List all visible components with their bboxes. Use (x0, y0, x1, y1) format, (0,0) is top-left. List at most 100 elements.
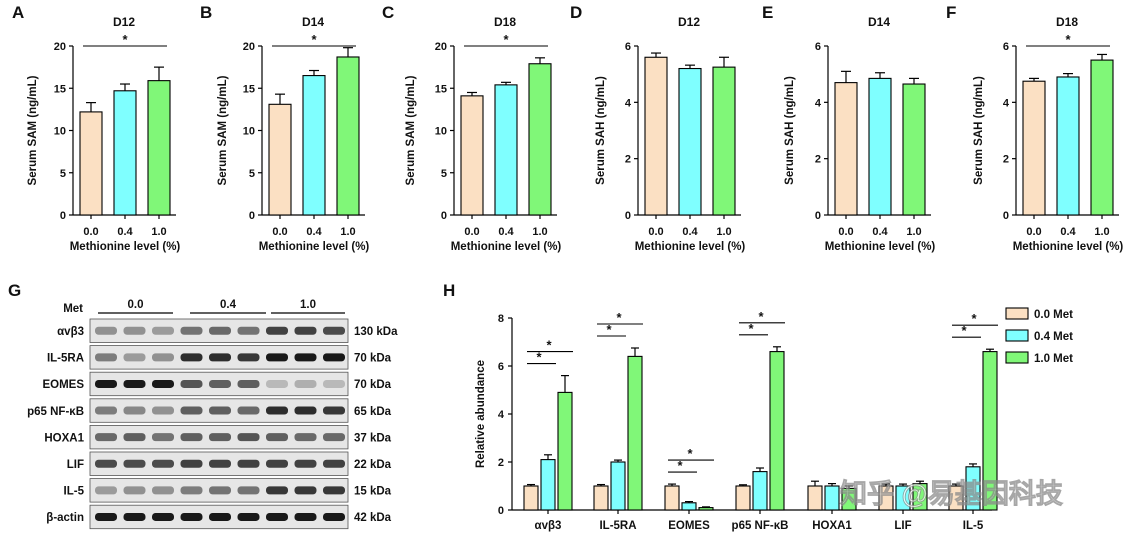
blot-band (209, 353, 231, 362)
y-tick-label: 0 (498, 505, 504, 517)
blot-protein-label: HOXA1 (44, 432, 84, 444)
y-axis-label-a: Serum SAM (ng/mL) (27, 75, 39, 185)
blot-size-label: 70 kDa (354, 379, 392, 391)
x-tick-label: 0.0 (838, 226, 853, 238)
blot-band (95, 459, 117, 468)
blot-band (237, 512, 260, 521)
blot-band (294, 433, 317, 442)
bar-e-2 (902, 83, 926, 216)
bar-h-0-2 (557, 391, 573, 511)
blot-size-label: 65 kDa (354, 406, 392, 418)
blot-band (95, 486, 117, 495)
blot-band (123, 459, 146, 468)
blot-protein-label: EOMES (42, 379, 84, 391)
blot-size-label: 37 kDa (354, 432, 392, 444)
x-tick-label-h: αvβ3 (535, 520, 562, 532)
significance-star: * (616, 310, 622, 325)
blot-protein-label: IL-5 (64, 486, 85, 498)
blot-band (95, 433, 117, 442)
significance-star: * (311, 32, 317, 47)
bar-b-0 (268, 103, 292, 216)
blot-band (95, 512, 117, 521)
blot-group-label: 1.0 (300, 299, 316, 311)
blot-protein-label: IL-5RA (47, 353, 84, 365)
significance-star: * (677, 458, 683, 473)
x-tick-label-h: HOXA1 (812, 520, 852, 532)
bar-f-2 (1090, 59, 1114, 216)
panel-label-d: D (570, 3, 582, 22)
legend-label: 0.0 Met (1034, 309, 1073, 321)
y-tick-label: 20 (54, 41, 66, 53)
watermark: 知乎 @易基因科技 (840, 479, 1063, 509)
y-tick-label: 4 (498, 409, 505, 421)
y-tick-label: 5 (60, 168, 66, 180)
x-tick-label: 1.0 (716, 226, 731, 238)
bar-d-0 (644, 56, 668, 216)
blot-band (266, 433, 288, 442)
blot-band (294, 326, 317, 335)
bar-h-1-2 (627, 355, 643, 511)
bar-c-1 (494, 84, 518, 216)
significance-star: * (961, 323, 967, 338)
x-tick-label: 1.0 (532, 226, 547, 238)
x-tick-label: 0.4 (117, 226, 133, 238)
blot-band (266, 486, 288, 495)
bar-h-2-2 (698, 507, 714, 511)
significance-star: * (546, 338, 552, 353)
blot-band (294, 486, 317, 495)
blot-band (209, 379, 231, 388)
x-tick-label-h: p65 NF-κB (732, 520, 789, 532)
bar-d-2 (712, 66, 736, 216)
x-tick-label: 0.4 (872, 226, 888, 238)
blot-band (152, 433, 174, 442)
chart-title-e: D14 (868, 15, 890, 29)
y-axis-label-h: Relative abundance (475, 360, 487, 468)
significance-star: * (536, 350, 542, 365)
bar-h-0-1 (540, 459, 556, 511)
y-tick-label: 0 (625, 210, 631, 222)
bar-h-4-1 (824, 485, 840, 511)
blot-band (152, 326, 174, 335)
chart-title-d: D12 (678, 15, 700, 29)
significance-star: * (122, 32, 128, 47)
blot-band (237, 353, 260, 362)
bar-h-1-1 (610, 461, 626, 511)
blot-band (266, 512, 288, 521)
panel-label-f: F (946, 3, 956, 22)
y-tick-label: 4 (1003, 97, 1010, 109)
blot-band (237, 379, 260, 388)
blot-band (180, 326, 203, 335)
bar-h-2-1 (681, 502, 697, 511)
blot-band (152, 512, 174, 521)
x-tick-label-h: IL-5RA (599, 520, 636, 532)
blot-band (95, 326, 117, 335)
y-tick-label: 2 (625, 154, 631, 166)
y-tick-label: 4 (625, 97, 632, 109)
blot-band (294, 459, 317, 468)
blot-band (123, 512, 146, 521)
blot-band (266, 353, 288, 362)
bar-d-1 (678, 67, 702, 216)
blot-band (152, 459, 174, 468)
chart-title-c: D18 (494, 15, 516, 29)
y-tick-label: 10 (54, 126, 66, 138)
blot-band (95, 406, 117, 415)
bar-c-0 (460, 95, 484, 216)
blot-protein-label: p65 NF-κB (27, 406, 84, 418)
bar-c-2 (528, 63, 552, 216)
blot-band (323, 459, 345, 468)
y-tick-label: 10 (435, 126, 447, 138)
blot-band (95, 379, 117, 388)
blot-protein-label: β-actin (46, 512, 84, 524)
panel-label-e: E (762, 3, 773, 22)
x-tick-label: 0.4 (682, 226, 698, 238)
blot-size-label: 15 kDa (354, 486, 392, 498)
legend-swatch (1005, 329, 1029, 342)
blot-band (209, 486, 231, 495)
bar-h-0-0 (523, 485, 539, 511)
legend-swatch (1005, 307, 1029, 320)
bar-b-2 (336, 56, 360, 216)
panel-label-b: B (200, 3, 212, 22)
chart-title-b: D14 (302, 15, 324, 29)
